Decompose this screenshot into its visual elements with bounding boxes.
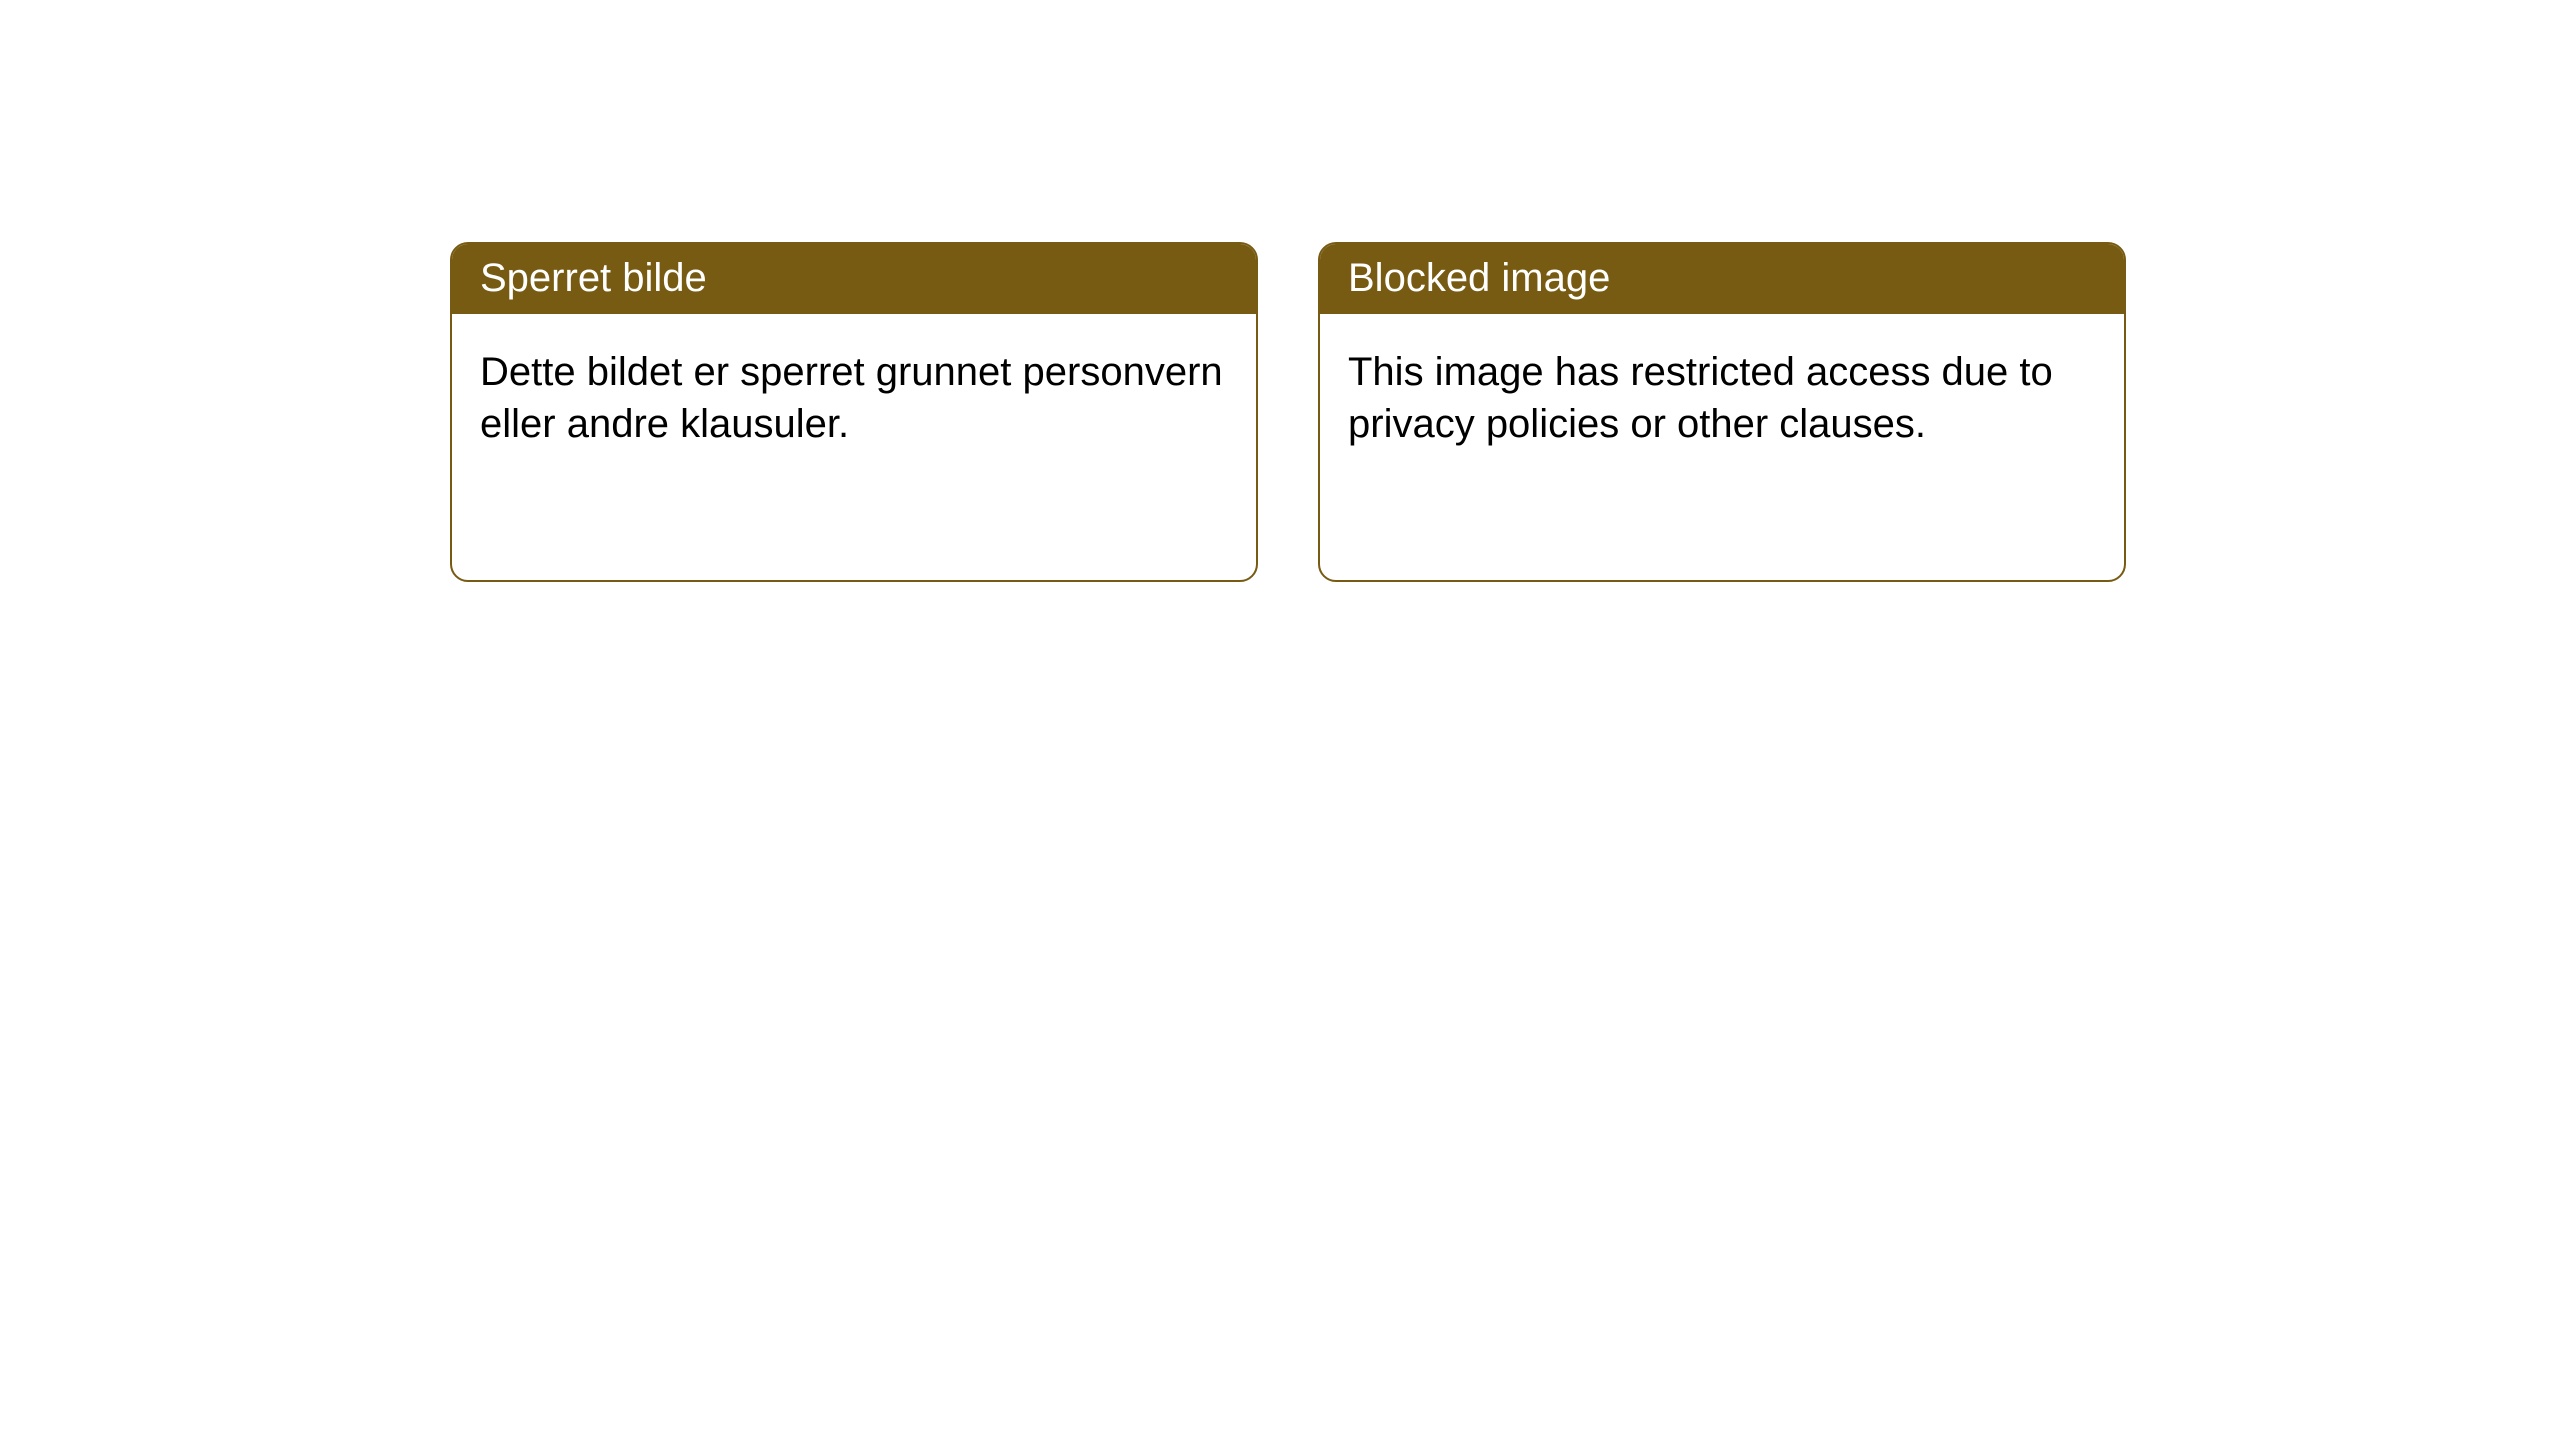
- card-body-norwegian: Dette bildet er sperret grunnet personve…: [452, 314, 1256, 482]
- blocked-image-card-norwegian: Sperret bilde Dette bildet er sperret gr…: [450, 242, 1258, 582]
- card-text-english: This image has restricted access due to …: [1348, 350, 2053, 446]
- card-header-norwegian: Sperret bilde: [452, 244, 1256, 314]
- card-body-english: This image has restricted access due to …: [1320, 314, 2124, 482]
- card-text-norwegian: Dette bildet er sperret grunnet personve…: [480, 350, 1223, 446]
- card-title-english: Blocked image: [1348, 256, 1610, 300]
- card-title-norwegian: Sperret bilde: [480, 256, 707, 300]
- card-header-english: Blocked image: [1320, 244, 2124, 314]
- cards-container: Sperret bilde Dette bildet er sperret gr…: [0, 0, 2560, 582]
- blocked-image-card-english: Blocked image This image has restricted …: [1318, 242, 2126, 582]
